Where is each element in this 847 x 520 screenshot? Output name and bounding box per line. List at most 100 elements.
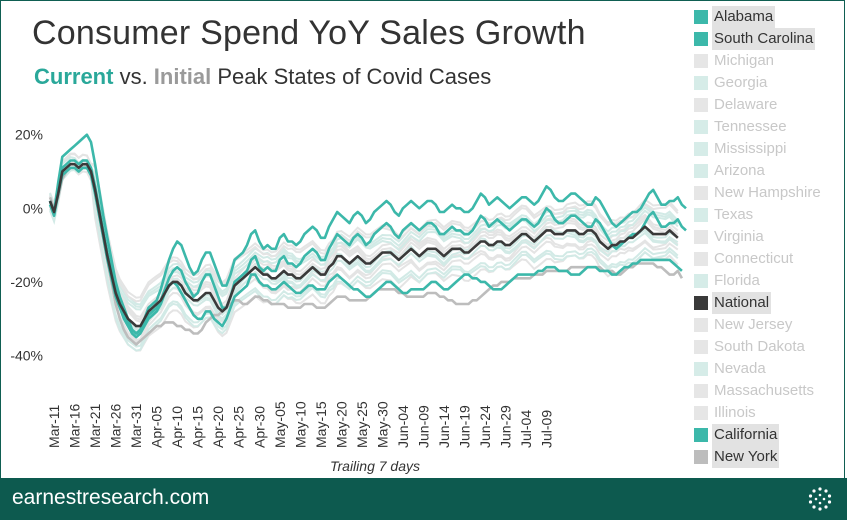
x-tick-label: Jun-29 — [497, 405, 513, 448]
legend-item-arizona: Arizona — [694, 160, 834, 182]
x-tick-label: Apr-25 — [231, 406, 247, 448]
legend-swatch — [694, 142, 708, 156]
legend-swatch — [694, 98, 708, 112]
legend-swatch — [694, 164, 708, 178]
legend-label: New Hampshire — [714, 184, 821, 201]
legend-swatch — [694, 32, 708, 46]
footer-bar: earnestresearch.com — [0, 478, 847, 520]
x-tick-label: May-15 — [313, 401, 329, 448]
legend-label: Virginia — [714, 228, 764, 245]
legend-swatch — [694, 384, 708, 398]
series-line-national — [48, 162, 679, 328]
x-axis-label: Trailing 7 days — [330, 458, 420, 474]
series-line-california — [48, 166, 683, 339]
x-tick-label: May-25 — [354, 401, 370, 448]
x-tick-label: Jun-14 — [436, 405, 452, 448]
legend-item-massachusetts: Massachusetts — [694, 380, 834, 402]
legend-label: Nevada — [714, 360, 766, 377]
legend-label: Connecticut — [714, 250, 794, 267]
legend-item-florida: Florida — [694, 270, 834, 292]
x-tick-label: Jul-04 — [518, 410, 534, 448]
legend-label: Tennessee — [714, 118, 787, 135]
x-tick-label: Jul-09 — [538, 410, 554, 448]
chart-subtitle: Current vs. Initial Peak States of Covid… — [34, 64, 491, 90]
y-tick-label: 0% — [23, 200, 43, 216]
legend-swatch — [694, 362, 708, 376]
legend-item-new-jersey: New Jersey — [694, 314, 834, 336]
series-line-south-carolina — [48, 159, 687, 335]
legend-item-national: National — [694, 292, 834, 314]
legend-item-illinois: Illinois — [694, 402, 834, 424]
x-tick-label: Apr-05 — [149, 406, 165, 448]
background-state-line — [49, 156, 679, 311]
background-state-line — [49, 166, 679, 348]
x-tick-label: May-10 — [292, 401, 308, 448]
legend-label: National — [712, 292, 772, 314]
chart-legend: Alabama South Carolina Michigan Georgia Dela… — [694, 6, 834, 468]
x-tick-label: Jun-04 — [395, 405, 411, 448]
legend-item-michigan: Michigan — [694, 50, 834, 72]
legend-item-mississippi: Mississippi — [694, 138, 834, 160]
legend-item-texas: Texas — [694, 204, 834, 226]
series-line-new-york — [48, 166, 684, 346]
legend-swatch — [694, 186, 708, 200]
legend-swatch — [694, 252, 708, 266]
legend-label: Arizona — [714, 162, 765, 179]
legend-item-virginia: Virginia — [694, 226, 834, 248]
legend-swatch — [694, 208, 708, 222]
legend-swatch — [694, 120, 708, 134]
legend-swatch — [694, 10, 708, 24]
legend-swatch — [694, 428, 708, 442]
legend-label: Michigan — [714, 52, 775, 69]
x-tick-label: Mar-16 — [67, 403, 83, 448]
background-state-line — [49, 153, 679, 303]
x-tick-label: Mar-21 — [87, 403, 103, 448]
legend-label: Massachusetts — [714, 382, 815, 399]
legend-swatch — [694, 450, 708, 464]
line-chart: 20% 0% -20% -40% Mar-11 Mar-16 Mar-21 Mar-26 Mar… — [10, 127, 687, 474]
footer-url[interactable]: earnestresearch.com — [12, 486, 210, 509]
legend-label: Georgia — [714, 74, 768, 91]
legend-item-new-york: New York — [694, 446, 834, 468]
x-tick-label: May-20 — [333, 401, 349, 448]
legend-label: Illinois — [714, 404, 756, 421]
x-tick-label: Mar-11 — [46, 404, 62, 448]
legend-swatch — [694, 296, 708, 310]
legend-swatch — [694, 76, 708, 90]
legend-label: California — [712, 424, 780, 446]
legend-label: Texas — [714, 206, 754, 223]
x-tick-label: Apr-15 — [190, 406, 206, 448]
x-tick-label: Apr-10 — [169, 406, 185, 448]
legend-swatch — [694, 406, 708, 420]
subtitle-vs: vs. — [113, 64, 154, 89]
legend-swatch — [694, 340, 708, 354]
x-tick-label: Mar-31 — [128, 403, 144, 448]
legend-label: South Dakota — [714, 338, 805, 355]
legend-item-georgia: Georgia — [694, 72, 834, 94]
subtitle-initial: Initial — [153, 64, 212, 89]
x-tick-label: May-05 — [272, 401, 288, 448]
y-tick-label: -40% — [10, 348, 43, 364]
x-tick-label: Apr-20 — [210, 406, 226, 448]
legend-swatch — [694, 230, 708, 244]
x-tick-label: Jun-19 — [456, 405, 472, 448]
x-tick-label: Jun-24 — [477, 405, 493, 448]
y-tick-label: -20% — [10, 274, 43, 290]
legend-item-new-hampshire: New Hampshire — [694, 182, 834, 204]
legend-item-connecticut: Connecticut — [694, 248, 834, 270]
legend-label: Delaware — [714, 96, 778, 113]
legend-label: Florida — [714, 272, 760, 289]
x-tick-label: Apr-30 — [251, 406, 267, 448]
subtitle-rest: Peak States of Covid Cases — [211, 64, 492, 89]
legend-label: New York — [712, 446, 780, 468]
y-tick-label: 20% — [15, 127, 43, 143]
legend-item-california: California — [694, 424, 834, 446]
legend-item-delaware: Delaware — [694, 94, 834, 116]
legend-label: Alabama — [712, 6, 776, 28]
background-state-line — [49, 152, 679, 299]
background-state-line — [49, 161, 679, 319]
chart-title: Consumer Spend YoY Sales Growth — [32, 14, 586, 52]
subtitle-current: Current — [34, 64, 114, 89]
x-tick-label: May-30 — [374, 401, 390, 448]
legend-item-alabama: Alabama — [694, 6, 834, 28]
